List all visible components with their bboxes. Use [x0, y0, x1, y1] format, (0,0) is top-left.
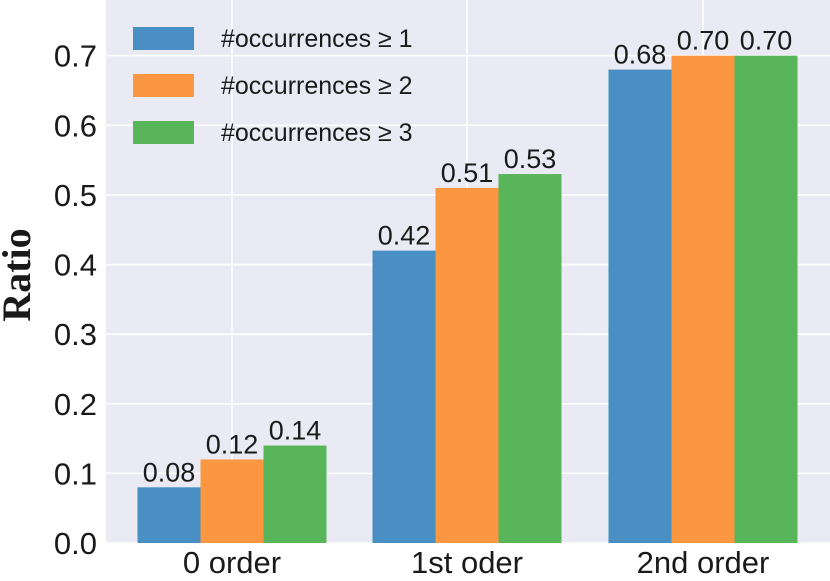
bar [200, 459, 264, 543]
legend-swatch [133, 121, 194, 144]
x-tick-label: 2nd order [637, 545, 770, 580]
y-tick-label: 0.0 [54, 526, 97, 561]
bar-value-label: 0.51 [441, 158, 494, 188]
bar-value-label: 0.14 [269, 416, 322, 446]
y-tick-label: 0.7 [54, 39, 97, 74]
bar [263, 445, 327, 543]
y-tick-label: 0.1 [54, 456, 97, 491]
legend-label: #occurrences ≥ 2 [221, 72, 413, 100]
bar [498, 174, 562, 544]
y-axis-ticks: 0.0 0.1 0.2 0.3 0.4 0.5 0.6 0.7 [54, 39, 97, 561]
y-tick-label: 0.5 [54, 178, 97, 213]
y-axis-title: Ratio [0, 228, 39, 321]
x-tick-label: 1st oder [411, 545, 523, 580]
bar [734, 55, 798, 543]
y-tick-label: 0.2 [54, 387, 97, 422]
x-axis-ticks: 0 order 1st oder 2nd order [183, 545, 769, 580]
bar-value-label: 0.42 [378, 221, 431, 251]
bar [435, 187, 499, 543]
bar-value-label: 0.70 [677, 26, 730, 56]
bar-value-label: 0.70 [740, 26, 793, 56]
bar-value-label: 0.12 [206, 429, 259, 459]
legend-swatch [133, 74, 194, 97]
legend-swatch [133, 27, 194, 50]
bar [372, 250, 436, 543]
legend-label: #occurrences ≥ 1 [221, 25, 413, 53]
bar [671, 55, 735, 543]
y-tick-label: 0.4 [54, 248, 97, 283]
bar-value-label: 0.68 [614, 40, 667, 70]
bar [608, 69, 672, 543]
bar [137, 487, 201, 543]
x-tick-label: 0 order [183, 545, 281, 580]
y-tick-label: 0.3 [54, 317, 97, 352]
legend: #occurrences ≥ 1 #occurrences ≥ 2 #occurre… [133, 25, 413, 147]
y-tick-label: 0.6 [54, 108, 97, 143]
bars [137, 55, 798, 544]
legend-label: #occurrences ≥ 3 [221, 119, 413, 147]
data-labels: 0.08 0.12 0.14 0.42 0.51 0.53 0.68 0.70 0.70 [143, 26, 793, 488]
bar-value-label: 0.08 [143, 457, 196, 487]
bar-value-label: 0.53 [504, 144, 557, 174]
